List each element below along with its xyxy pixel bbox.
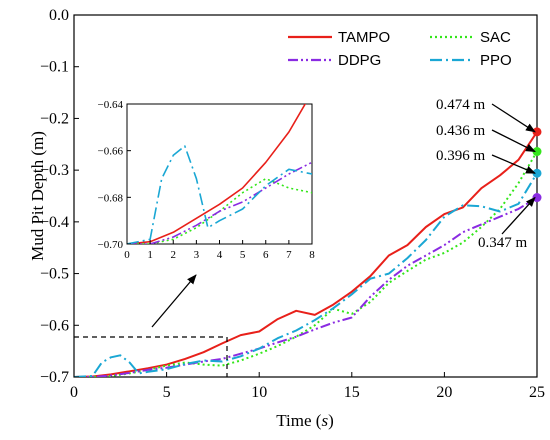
inset-x-tick-label: 8 [309,249,315,261]
inset-y-axis: −0.64 −0.66 −0.68 −0.70 [98,99,131,251]
inset-y-tick-label: −0.70 [98,239,124,251]
series-line-sac [74,150,537,377]
y-tick-label: −0.1 [40,59,69,76]
x-tick-label: 25 [529,384,545,401]
annotation-arrow [491,103,536,133]
x-axis: 0 5 10 15 20 25 [70,372,545,401]
inset-x-axis: 0 1 2 3 4 5 6 7 8 [124,240,315,261]
x-tick-label: 10 [251,384,267,401]
legend: TAMPO SAC DDPG PPO [288,29,512,69]
inset-x-tick-label: 4 [217,249,223,261]
inset-series-line-ddpg [127,161,312,244]
y-tick-label: −0.6 [40,317,69,334]
y-tick-label: 0.0 [49,7,69,24]
main-series-group [74,131,537,377]
y-tick-label: −0.3 [40,162,69,179]
inset-x-tick-label: 6 [263,249,269,261]
inset-x-tick-label: 7 [286,249,292,261]
series-line-ppo [74,172,537,377]
y-tick-label: −0.4 [40,214,69,231]
x-tick-label: 20 [436,384,452,401]
x-tick-label: 5 [163,384,171,401]
x-axis-label-var: s [321,411,328,430]
x-tick-label: 15 [344,384,360,401]
inset-x-tick-label: 5 [240,249,246,261]
y-tick-label: −0.2 [40,110,69,127]
legend-label-ppo: PPO [480,52,512,69]
inset-x-tick-label: 2 [171,249,177,261]
endpoint-marker-ddpg [532,193,542,203]
annotation-arrow [491,154,536,174]
legend-label-tampo: TAMPO [338,29,390,46]
inset-y-tick-label: −0.68 [98,192,124,204]
annotations: 0.474 m 0.436 m 0.396 m 0.347 m [436,97,542,251]
y-axis: 0.0 −0.1 −0.2 −0.3 −0.4 −0.5 −0.6 −0.7 [40,7,79,386]
x-axis-label: Time (s) [276,411,334,430]
y-tick-label: −0.7 [40,369,69,386]
annotation-label: 0.436 m [436,123,486,139]
annotation-arrow [501,196,536,235]
annotation-label: 0.396 m [436,148,486,164]
legend-label-sac: SAC [480,29,511,46]
y-tick-label: −0.5 [40,266,69,283]
inset-frame [126,103,313,245]
series-line-ddpg [74,196,537,377]
inset-y-tick-label: −0.66 [98,146,124,158]
zoom-region-box [74,336,228,377]
inset-x-tick-label: 1 [147,249,153,261]
x-axis-label-end: ) [328,411,334,430]
inset-series-line-ppo [127,145,312,244]
inset-series-line-sac [127,177,312,244]
zoom-arrow [151,274,197,328]
annotation-label: 0.474 m [436,97,486,113]
inset-y-tick-label: −0.64 [98,99,124,111]
annotation-label: 0.347 m [478,235,528,251]
inset-x-tick-label: 3 [194,249,200,261]
legend-label-ddpg: DDPG [338,52,381,69]
series-line-tampo [74,131,537,377]
inset-series-group [127,104,312,244]
x-axis-label-main: Time ( [276,411,322,430]
inset-x-tick-label: 0 [124,249,130,261]
y-axis-label: Mud Pit Depth (m) [28,131,47,261]
annotation-arrow [491,129,536,153]
x-tick-label: 0 [70,384,78,401]
inset-series-line-tampo [127,104,307,244]
